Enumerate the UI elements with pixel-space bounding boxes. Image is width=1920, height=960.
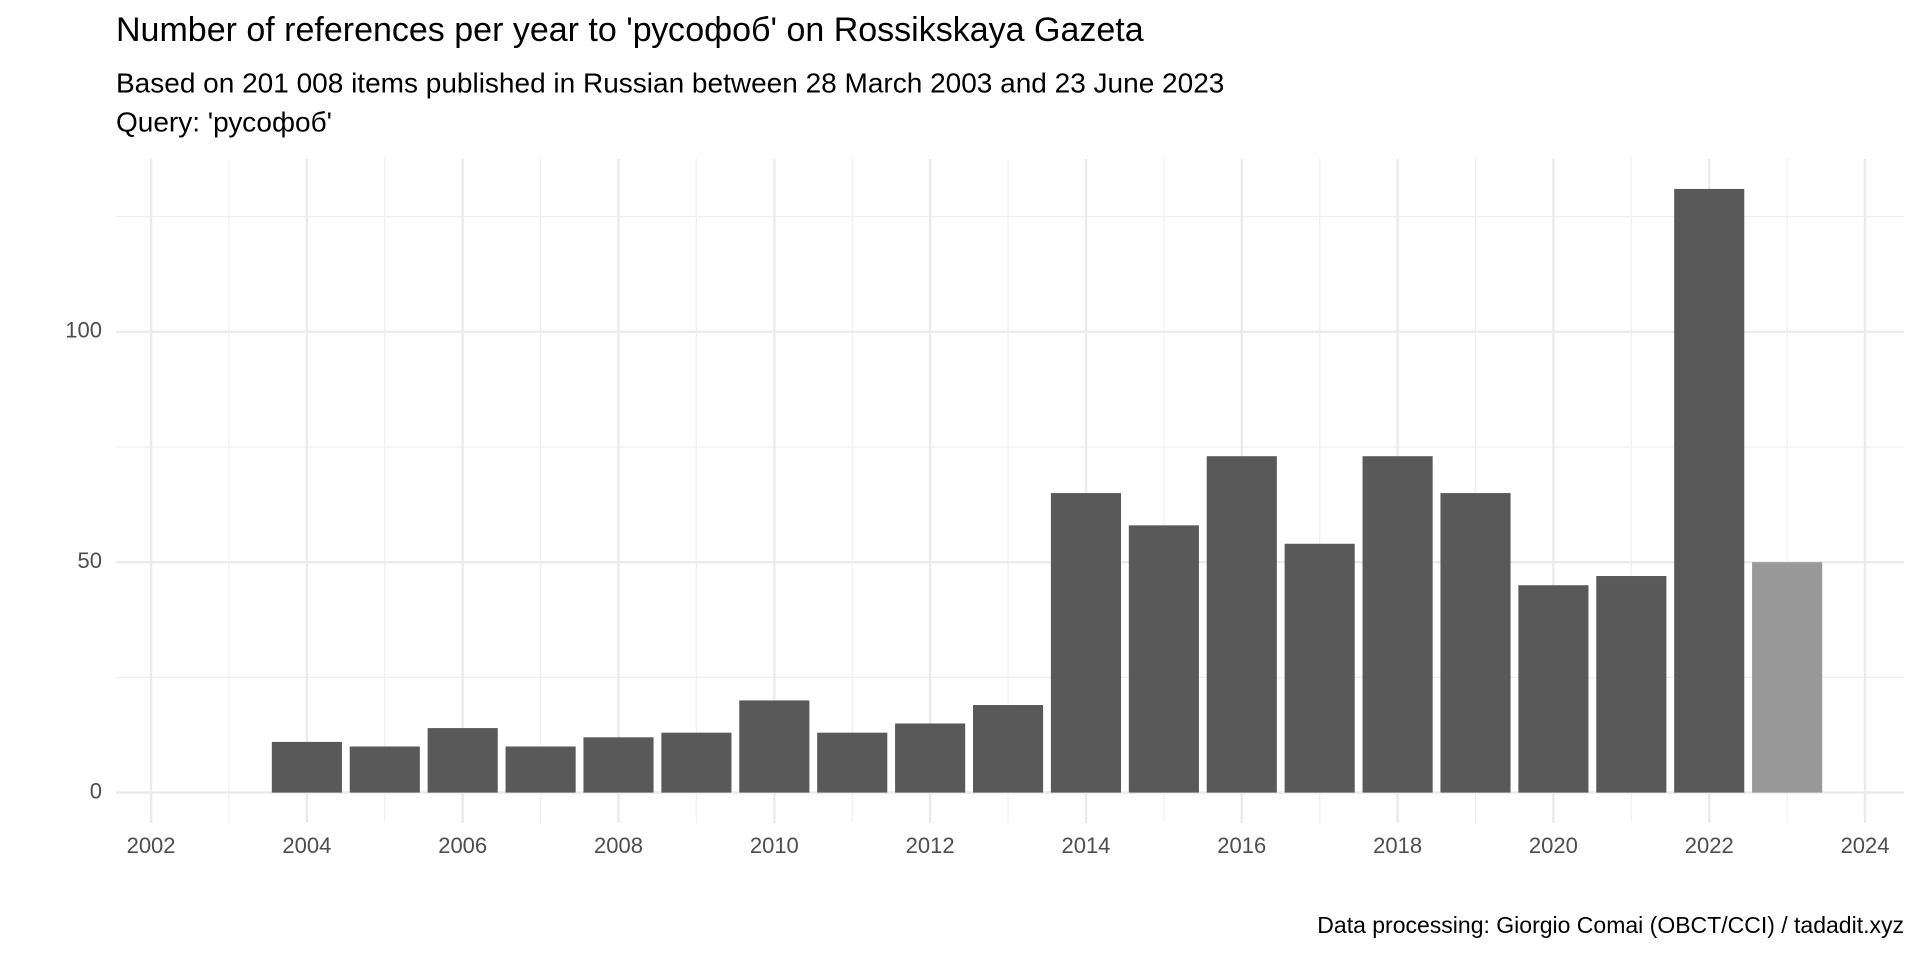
chart-subtitle: Based on 201 008 items published in Russ… (116, 67, 1224, 98)
y-tick-label: 50 (78, 548, 102, 573)
y-tick-label: 100 (65, 318, 102, 343)
x-tick-label: 2010 (750, 833, 799, 858)
bar (1284, 543, 1355, 793)
x-tick-label: 2008 (594, 833, 643, 858)
x-tick-label: 2018 (1373, 833, 1422, 858)
x-tick-label: 2022 (1685, 833, 1734, 858)
bar (661, 732, 732, 793)
bar (817, 732, 888, 793)
x-tick-label: 2012 (906, 833, 955, 858)
x-tick-label: 2024 (1841, 833, 1890, 858)
bar (1752, 562, 1823, 793)
bar (505, 746, 576, 793)
bar (1440, 493, 1511, 793)
bar (427, 728, 498, 793)
bar (1362, 456, 1433, 793)
x-tick-label: 2006 (438, 833, 487, 858)
bar (583, 737, 654, 793)
bar (1518, 585, 1589, 793)
caption: Data processing: Giorgio Comai (OBCT/CCI… (1317, 912, 1904, 938)
bar (739, 700, 810, 793)
chart-title: Number of references per year to 'русофо… (116, 11, 1144, 49)
bar (1206, 456, 1277, 793)
bar (349, 746, 420, 793)
bar (895, 723, 966, 793)
bar (972, 705, 1044, 793)
x-tick-label: 2016 (1217, 833, 1266, 858)
bar (1674, 188, 1745, 793)
bar (1128, 525, 1199, 793)
bar (1050, 493, 1122, 793)
x-tick-label: 2014 (1061, 833, 1110, 858)
bar (1596, 576, 1667, 793)
x-tick-label: 2004 (282, 833, 331, 858)
bar (271, 741, 342, 793)
x-tick-label: 2020 (1529, 833, 1578, 858)
query-text: Query: 'русофоб' (116, 106, 332, 137)
x-tick-label: 2002 (127, 833, 176, 858)
y-tick-label: 0 (90, 778, 102, 803)
